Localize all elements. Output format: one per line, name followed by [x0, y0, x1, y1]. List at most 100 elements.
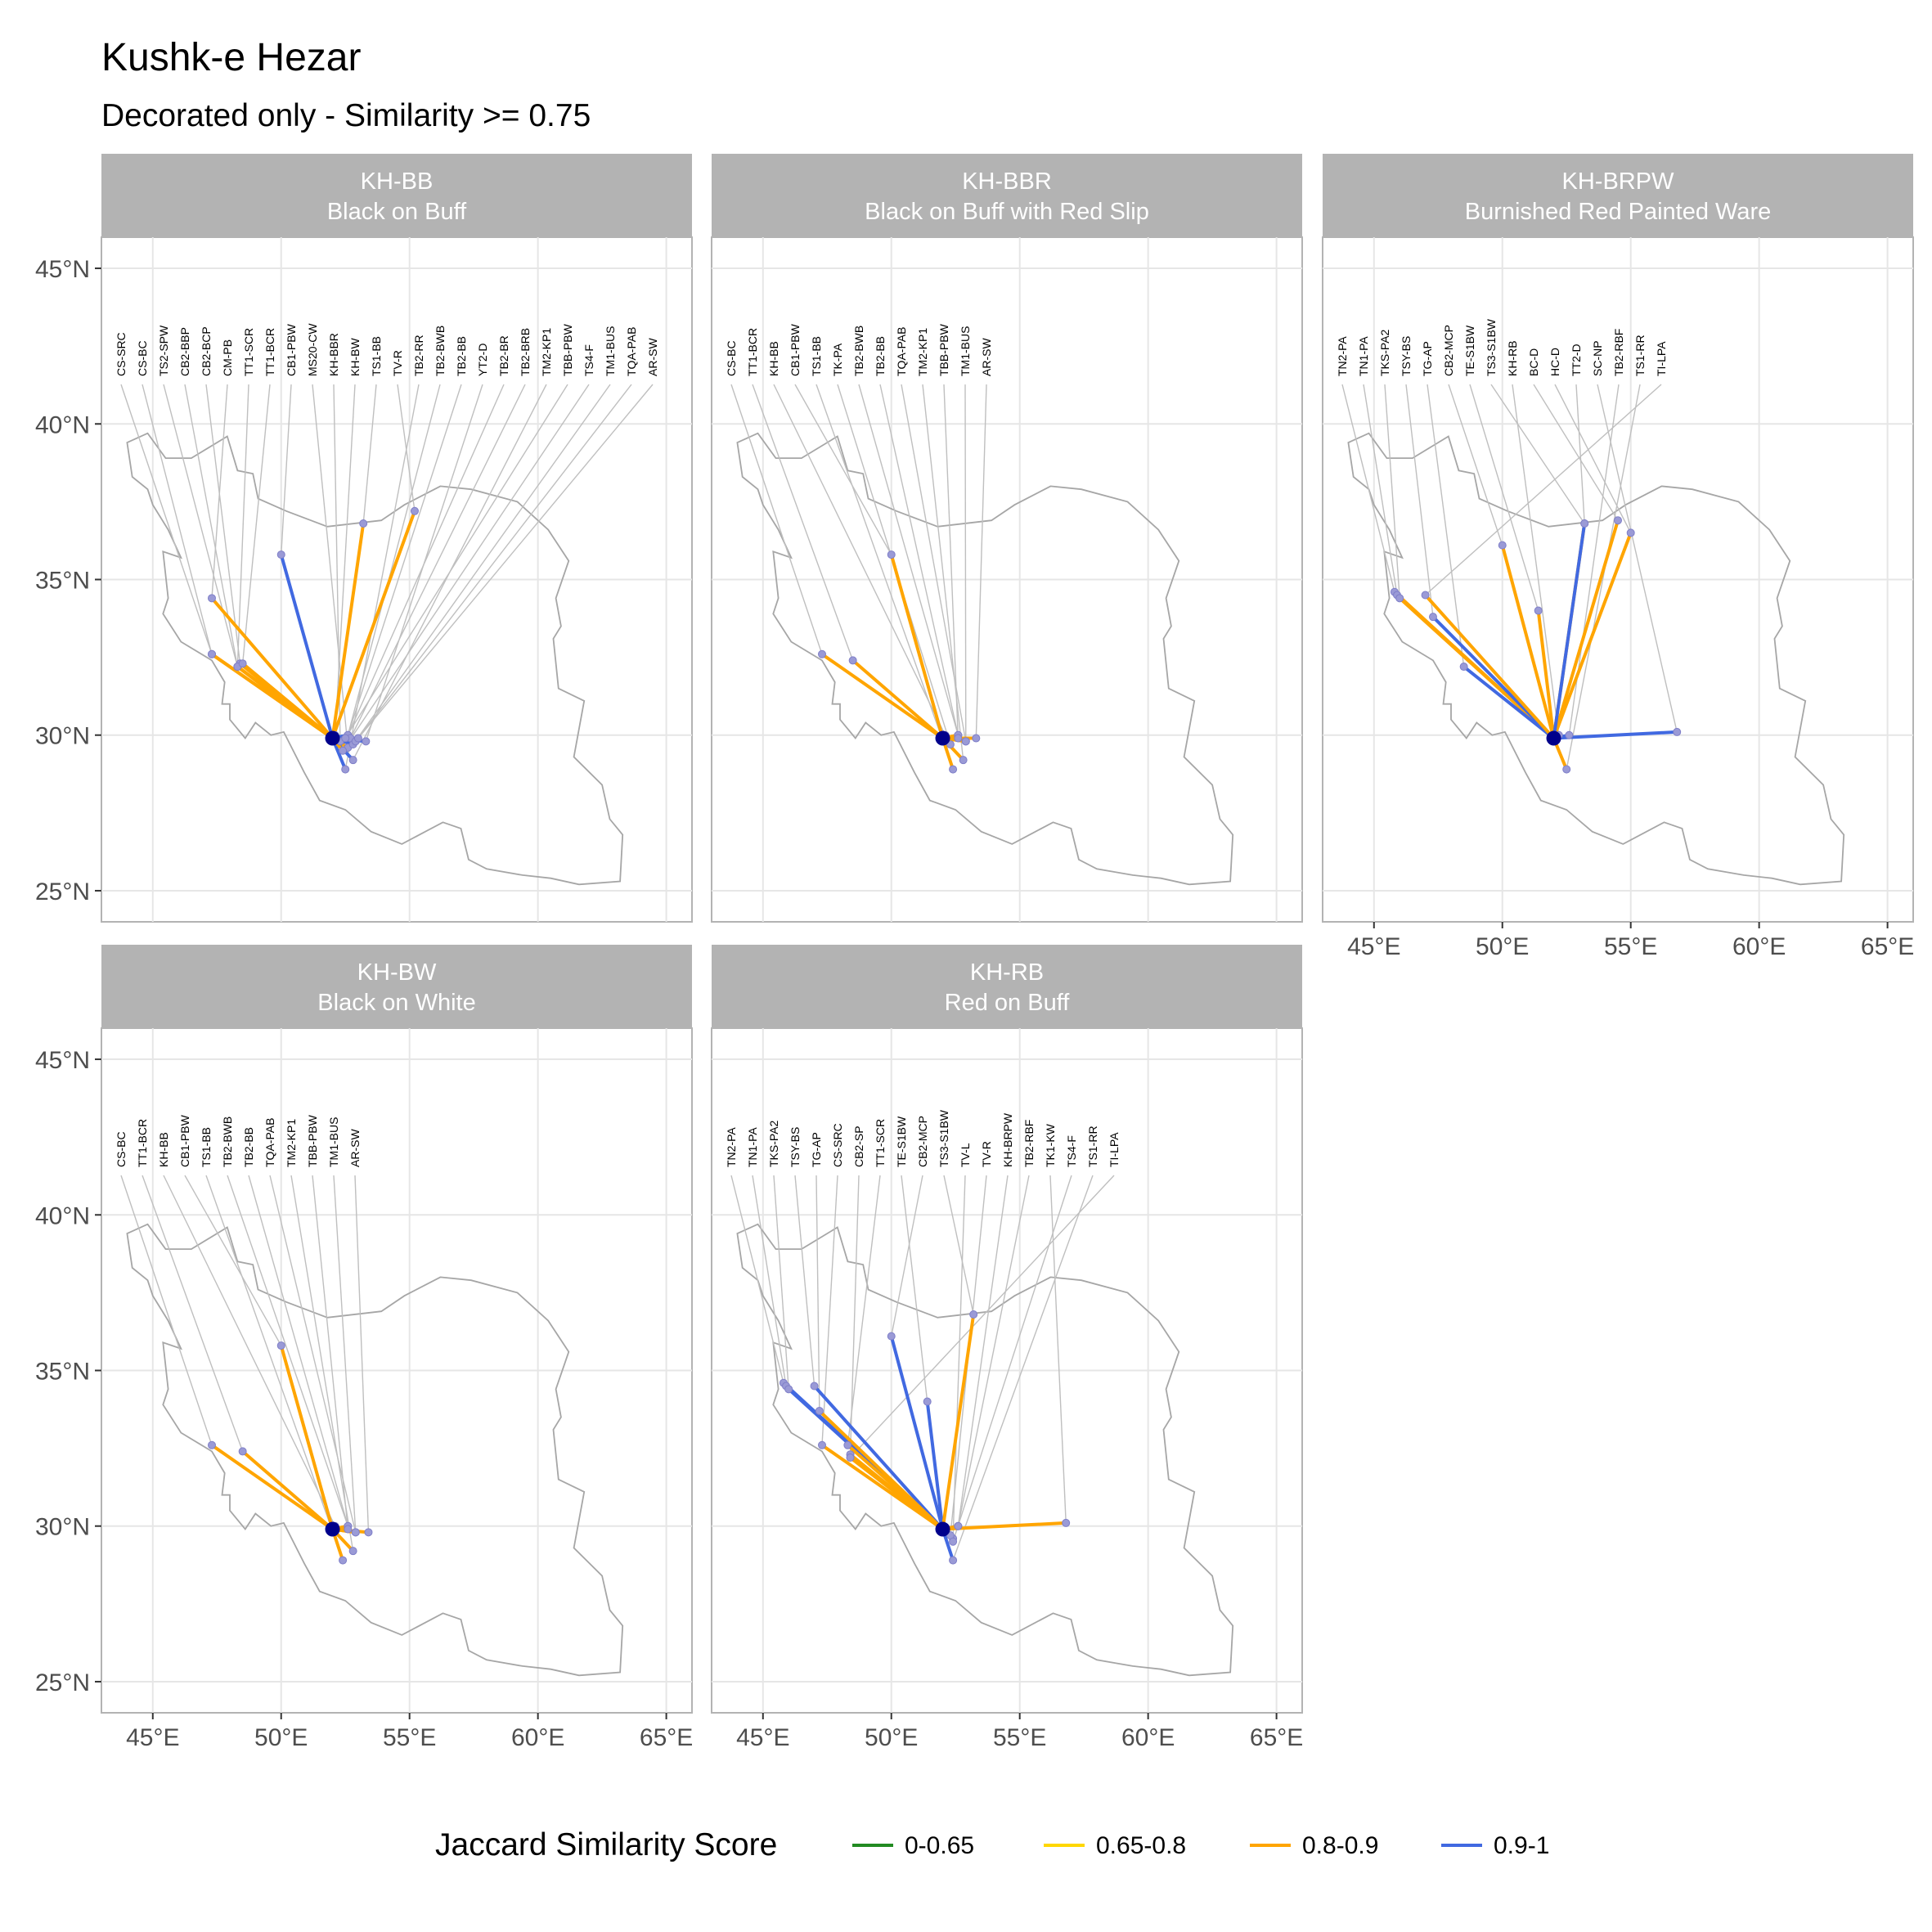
site-point	[969, 1310, 978, 1319]
site-label: TB2-BB	[242, 1127, 255, 1167]
site-label: TE-S1BW	[895, 1116, 908, 1167]
site-point	[1565, 730, 1574, 739]
site-point	[923, 1397, 932, 1406]
site-label: KH-BB	[767, 341, 780, 376]
site-point	[846, 1453, 855, 1462]
site-point	[817, 1440, 826, 1449]
label-leader-line	[952, 1175, 1094, 1561]
x-tick-label: 45°E	[736, 1724, 789, 1751]
site-point	[1580, 519, 1589, 528]
facet-strip	[101, 945, 692, 1028]
country-outline	[126, 432, 624, 886]
site-label: TV-L	[959, 1143, 972, 1167]
site-label: YT2-D	[476, 344, 489, 376]
label-leader-line	[1469, 384, 1539, 611]
site-label: CB2-MCP	[1442, 325, 1455, 376]
legend-label: 0.65-0.8	[1096, 1832, 1186, 1859]
site-point	[341, 765, 350, 774]
site-point	[1562, 765, 1571, 774]
site-label: TS4-F	[1065, 1135, 1078, 1167]
site-point	[207, 1440, 216, 1449]
y-tick-label: 25°N	[35, 878, 90, 905]
site-point	[1062, 1518, 1071, 1527]
label-leader-line	[858, 384, 959, 735]
connection-line	[330, 509, 416, 740]
chart-subtitle: Decorated only - Similarity >= 0.75	[101, 98, 591, 133]
connection-line	[240, 662, 335, 740]
origin-point	[1546, 730, 1561, 746]
connection-line	[1552, 522, 1587, 740]
site-label: TT1-BCR	[746, 328, 759, 376]
site-label: TM1-BUS	[604, 326, 617, 376]
legend-item: 0.8-0.9	[1250, 1832, 1378, 1859]
label-leader-line	[952, 1175, 1072, 1542]
label-leader-line	[205, 1175, 344, 1561]
site-point	[1534, 606, 1543, 615]
legend-item: 0.9-1	[1441, 1832, 1549, 1859]
y-tick-label: 30°N	[35, 1514, 90, 1541]
connection-line	[925, 1400, 945, 1531]
label-leader-line	[344, 384, 568, 739]
label-leader-line	[943, 384, 959, 739]
label-leader-line	[752, 384, 854, 661]
connection-line	[279, 1344, 335, 1531]
facet-panel-kh-rb: KH-RB Red on Buff 45°E 50°E 55°E 60°E 65°E TN2-…	[711, 945, 1303, 1751]
site-point	[1421, 591, 1430, 600]
site-label: TB2-BWB	[852, 326, 865, 376]
facet-strip-subtitle: Black on Buff with Red Slip	[865, 199, 1149, 225]
label-leader-line	[1554, 384, 1632, 533]
label-leader-line	[1363, 384, 1398, 595]
x-tick-label: 65°E	[1250, 1724, 1303, 1751]
label-leader-line	[794, 1175, 815, 1386]
site-point	[949, 1537, 958, 1546]
site-point	[954, 1521, 963, 1530]
site-label: CS-SRC	[115, 332, 128, 376]
label-leader-line	[773, 384, 946, 736]
site-label: CB2-BBP	[178, 327, 191, 376]
site-label: TBB-PBW	[937, 323, 950, 376]
label-leader-line	[1405, 384, 1434, 618]
x-tick-label: 65°E	[1861, 933, 1914, 960]
site-point	[810, 1382, 819, 1391]
site-point	[949, 765, 958, 774]
site-point	[815, 1406, 824, 1415]
site-label: TN2-PA	[1336, 336, 1349, 376]
legend: Jaccard Similarity Score 0-0.65 0.65-0.8 0…	[435, 1827, 1549, 1862]
connection-line	[209, 596, 335, 740]
facet-strip-subtitle: Burnished Red Painted Ware	[1465, 199, 1772, 225]
label-leader-line	[752, 1175, 787, 1386]
x-tick-label: 50°E	[865, 1724, 918, 1751]
connection-line	[1462, 665, 1556, 740]
site-label: TI-LPA	[1108, 1132, 1121, 1167]
label-leader-line	[248, 1175, 349, 1526]
site-point	[961, 737, 970, 746]
label-leader-line	[353, 384, 611, 745]
origin-point	[325, 1521, 340, 1537]
label-leader-line	[334, 384, 356, 735]
connection-line	[1423, 593, 1556, 740]
label-leader-line	[184, 1175, 282, 1346]
facet-panel-kh-bw: KH-BW Black on White 25°N 30°N 35°N 40°N 45°N 4…	[35, 945, 693, 1751]
label-leader-line	[821, 1175, 838, 1445]
site-label: TB2-BRB	[519, 328, 532, 376]
chart-title: Kushk-e Hezar	[101, 36, 361, 79]
label-leader-line	[142, 1175, 244, 1452]
label-leader-line	[901, 1175, 928, 1402]
site-label: TBB-PBW	[306, 1114, 319, 1167]
label-leader-line	[142, 384, 213, 654]
site-label: TV-R	[980, 1141, 993, 1167]
site-label: TI-LPA	[1655, 341, 1668, 376]
site-label: TG-AP	[810, 1132, 823, 1167]
site-label: TS3-S1BW	[1485, 318, 1498, 376]
site-label: TS1-RR	[1633, 335, 1647, 376]
connection-line	[941, 1521, 1068, 1531]
site-point	[238, 1447, 247, 1456]
facet-strip	[1323, 154, 1913, 237]
label-leader-line	[342, 384, 590, 752]
legend-items: 0-0.65 0.65-0.8 0.8-0.9 0.9-1	[852, 1832, 1549, 1859]
origin-point	[325, 730, 340, 746]
label-leader-line	[354, 1175, 370, 1533]
site-label: CB1-PBW	[285, 323, 298, 376]
connection-line	[330, 522, 366, 740]
label-leader-line	[943, 1175, 974, 1315]
